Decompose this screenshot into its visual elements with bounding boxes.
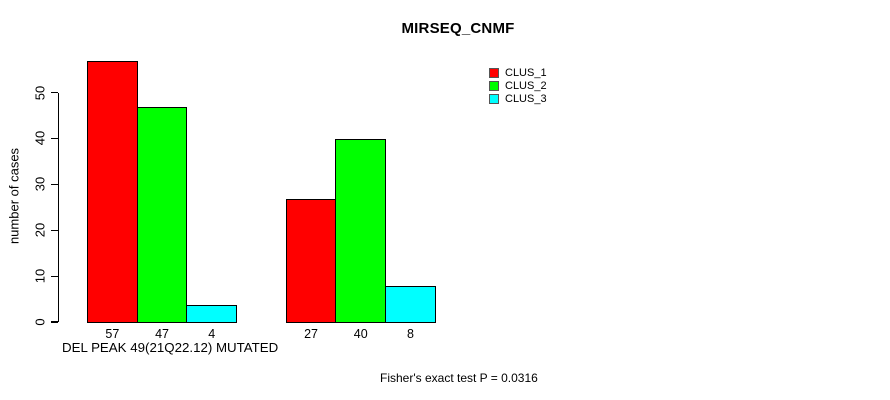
legend-item-clus_2: CLUS_2 <box>489 79 547 92</box>
y-tick <box>51 183 58 185</box>
fisher-test-annotation: Fisher's exact test P = 0.0316 <box>380 371 538 385</box>
legend-label: CLUS_1 <box>505 66 547 79</box>
y-tick <box>51 137 58 139</box>
legend-label: CLUS_3 <box>505 93 547 106</box>
bar-clus_3-group-1 <box>186 304 238 323</box>
x-axis-label: DEL PEAK 49(21Q22.12) MUTATED <box>62 340 279 355</box>
bar-value-label: 47 <box>155 326 169 341</box>
y-tick-label: 10 <box>32 268 48 284</box>
legend-label: CLUS_2 <box>505 80 547 93</box>
bar-clus_2-group-1 <box>136 107 188 323</box>
y-tick <box>51 229 58 231</box>
bar-clus_1-group-2 <box>285 199 337 323</box>
y-tick-label: 0 <box>32 318 48 326</box>
bar-clus_3-group-2 <box>385 286 436 323</box>
legend-swatch-icon <box>489 67 499 78</box>
y-axis-line <box>58 92 60 322</box>
y-tick-label: 50 <box>32 85 48 100</box>
y-tick-label: 30 <box>32 177 48 192</box>
bar-value-label: 27 <box>304 326 318 341</box>
bar-clus_1-group-1 <box>87 61 138 323</box>
bar-value-label: 57 <box>105 326 120 341</box>
y-axis-label: number of cases <box>6 147 22 245</box>
legend-swatch-icon <box>489 94 499 105</box>
legend: CLUS_1 CLUS_2 CLUS_3 <box>489 66 547 106</box>
y-tick-label: 40 <box>32 131 48 146</box>
bar-value-label: 40 <box>353 326 368 341</box>
y-tick <box>51 321 58 323</box>
legend-swatch-icon <box>489 81 499 92</box>
bar-value-label: 4 <box>208 326 216 341</box>
bar-clus_2-group-2 <box>335 139 387 323</box>
legend-item-clus_3: CLUS_3 <box>489 93 547 106</box>
y-tick <box>51 91 58 94</box>
y-tick-label: 20 <box>32 222 48 238</box>
y-tick <box>51 275 58 277</box>
legend-item-clus_1: CLUS_1 <box>489 66 547 79</box>
bar-value-label: 8 <box>406 326 414 341</box>
chart-title: MIRSEQ_CNMF <box>401 20 515 37</box>
